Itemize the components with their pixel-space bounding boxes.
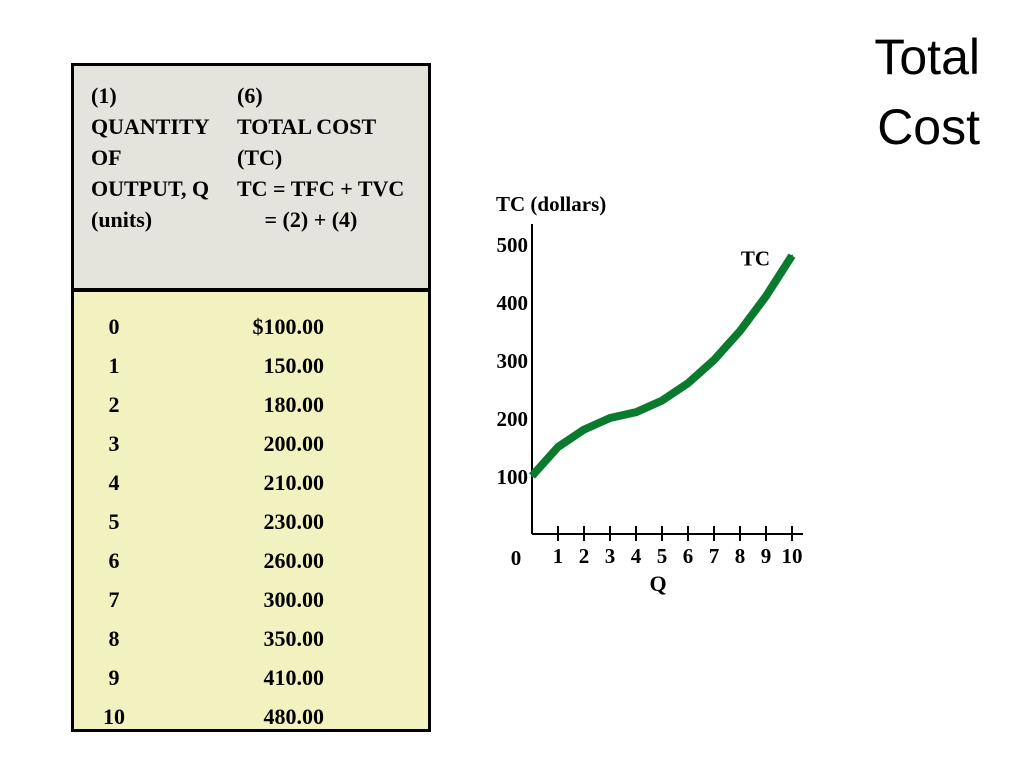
header-quantity-line: OUTPUT, Q [91, 176, 210, 201]
total-cost-cell: $100.00 [252, 314, 325, 339]
x-tick-label: 1 [553, 544, 564, 568]
table-row: 2 180.00 [74, 386, 428, 424]
header-total-cost-line: TOTAL COST [237, 114, 377, 139]
quantity-cell: 6 [108, 548, 120, 573]
header-total-cost: (6) TOTAL COST (TC) TC = TFC + TVC = (2)… [237, 80, 404, 235]
quantity-cell: 9 [108, 665, 120, 690]
table-row: 9 410.00 [74, 659, 428, 697]
table-row: 8 350.00 [74, 620, 428, 658]
x-ticks: 0 1 2 3 4 5 6 7 8 9 10 [511, 526, 803, 570]
table-row: 3 200.00 [74, 425, 428, 463]
data-point [661, 399, 663, 402]
data-point [583, 428, 585, 431]
table-body: 0 $100.00 1 150.00 2 180.00 3 200.00 4 210.00… [74, 292, 428, 729]
header-quantity-line: OF [91, 145, 122, 170]
y-tick-label: 200 [497, 407, 529, 431]
total-cost-cell: 300.00 [263, 587, 325, 612]
data-point [531, 475, 533, 477]
x-tick-label: 0 [511, 546, 522, 570]
y-tick-label: 500 [497, 233, 529, 257]
quantity-cell: 1 [108, 353, 120, 378]
total-cost-cell: 210.00 [263, 470, 325, 495]
x-tick-label: 7 [709, 544, 720, 568]
table-row: 6 260.00 [74, 542, 428, 580]
y-tick-label: 100 [497, 465, 529, 489]
header-quantity: (1) QUANTITY OF OUTPUT, Q (units) [91, 80, 210, 235]
total-cost-cell: 150.00 [263, 353, 325, 378]
x-tick-label: 2 [579, 544, 590, 568]
table-row: 0 $100.00 [74, 308, 428, 346]
x-tick-label: 3 [605, 544, 616, 568]
total-cost-cell: 480.00 [263, 704, 325, 729]
y-axis-label: TC (dollars) [496, 192, 606, 216]
header-total-cost-line: = (2) + (4) [237, 207, 358, 232]
header-total-cost-line: (TC) [237, 145, 283, 170]
x-tick-label: 8 [735, 544, 746, 568]
total-cost-cell: 350.00 [263, 626, 325, 651]
quantity-cell: 0 [108, 314, 120, 339]
data-point [609, 417, 611, 419]
header-total-cost-line: (6) [237, 83, 263, 108]
quantity-cell: 8 [108, 626, 120, 651]
x-tick-label: 10 [782, 544, 803, 568]
header-quantity-line: (units) [91, 207, 153, 232]
quantity-cell: 3 [108, 431, 120, 456]
y-ticks: 100 200 300 400 500 [497, 233, 529, 489]
total-cost-cell: 200.00 [263, 431, 325, 456]
slide-title: Total Cost [800, 22, 980, 162]
quantity-cell: 10 [103, 704, 125, 729]
data-point [791, 254, 793, 257]
total-cost-cell: 230.00 [263, 509, 325, 534]
y-tick-label: 300 [497, 349, 529, 373]
slide-title-line1: Total [874, 29, 980, 85]
x-tick-label: 4 [631, 544, 642, 568]
quantity-cell: 5 [108, 509, 120, 534]
x-tick-label: 5 [657, 544, 668, 568]
data-point [687, 382, 689, 385]
y-tick-label: 400 [497, 291, 529, 315]
data-point [739, 330, 741, 332]
data-point [765, 295, 767, 298]
total-cost-table: (1) QUANTITY OF OUTPUT, Q (units) (6) TO… [71, 63, 431, 732]
table-row: 5 230.00 [74, 503, 428, 541]
quantity-cell: 7 [108, 587, 120, 612]
total-cost-cell: 410.00 [263, 665, 325, 690]
x-tick-label: 9 [761, 544, 772, 568]
total-cost-cell: 260.00 [263, 548, 325, 573]
data-point [635, 411, 637, 414]
total-cost-cell: 180.00 [263, 392, 325, 417]
series-label: TC [741, 247, 770, 271]
table-row: 1 150.00 [74, 347, 428, 385]
x-axis-label: Q [649, 571, 666, 596]
tc-curve [529, 253, 796, 479]
quantity-cell: 2 [108, 392, 120, 417]
table-row: 10 480.00 [74, 698, 428, 736]
data-point [713, 359, 715, 361]
header-quantity-line: QUANTITY [91, 114, 210, 139]
quantity-cell: 4 [108, 470, 120, 495]
table-header: (1) QUANTITY OF OUTPUT, Q (units) (6) TO… [74, 66, 428, 292]
series-group: TC [529, 247, 796, 479]
data-point [557, 446, 559, 448]
table-row: 4 210.00 [74, 464, 428, 502]
table-row: 7 300.00 [74, 581, 428, 619]
header-total-cost-line: TC = TFC + TVC [237, 176, 405, 201]
x-tick-label: 6 [683, 544, 694, 568]
header-quantity-line: (1) [91, 83, 117, 108]
slide-title-line2: Cost [877, 99, 980, 155]
